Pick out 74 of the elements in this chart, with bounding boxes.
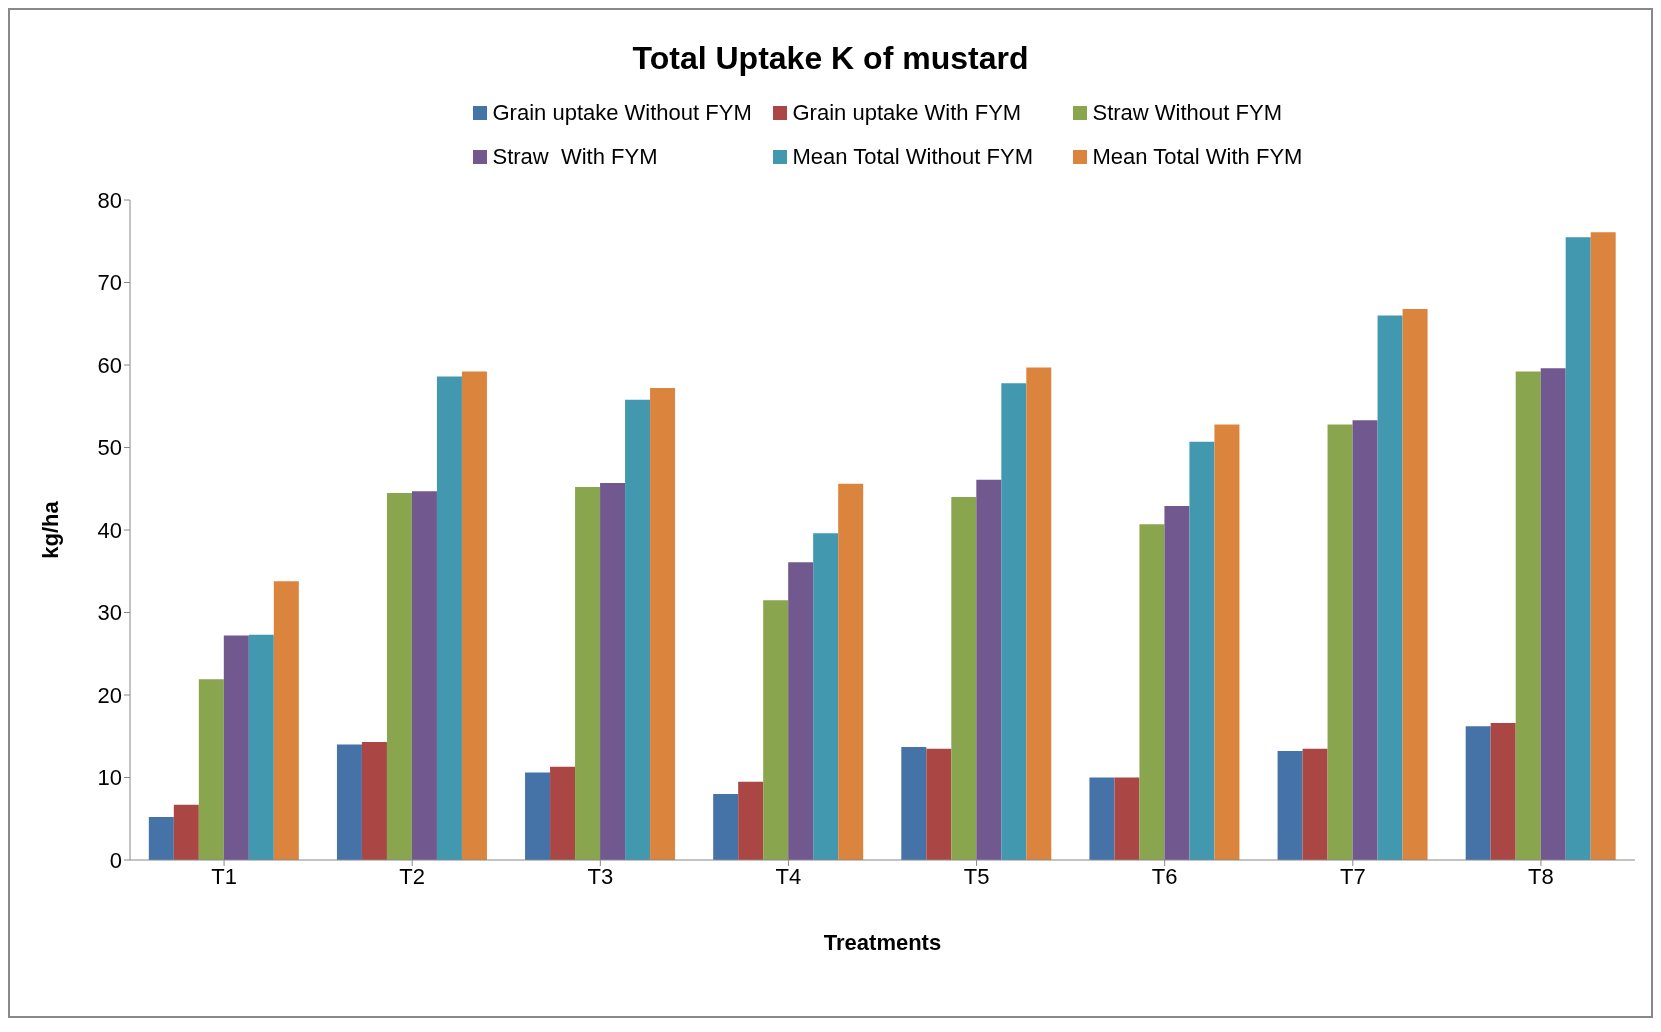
bar	[1302, 748, 1328, 860]
y-tick-label: 20	[97, 682, 122, 708]
x-tick-label: T6	[1151, 863, 1178, 889]
bar	[336, 744, 362, 860]
bar	[223, 635, 249, 860]
bar	[1352, 420, 1378, 860]
legend-label: Mean Total Without FYM	[791, 144, 1034, 170]
bar	[1377, 315, 1403, 860]
x-tick-label: T5	[963, 863, 990, 889]
bar	[1114, 777, 1140, 860]
x-tick-label: T7	[1339, 863, 1366, 889]
bar	[625, 399, 651, 860]
x-tick-label: T1	[211, 863, 237, 889]
legend-label: Grain uptake With FYM	[791, 100, 1023, 126]
chart-title: Total Uptake K of mustard	[631, 40, 1030, 78]
bar	[1089, 777, 1115, 860]
bar	[386, 492, 412, 860]
y-tick-label: 30	[97, 600, 122, 626]
bar	[926, 748, 952, 860]
bar	[1327, 424, 1353, 860]
bar	[901, 746, 927, 860]
bar	[148, 817, 174, 860]
bar	[1277, 751, 1303, 860]
bar	[788, 562, 814, 860]
bar	[600, 482, 626, 860]
bar	[1540, 368, 1566, 860]
y-tick-label: 50	[97, 435, 122, 461]
bar	[813, 533, 839, 860]
bar	[1402, 308, 1428, 860]
x-tick-label: T3	[587, 863, 614, 889]
bar	[1139, 524, 1165, 860]
legend-label: Straw Without FYM	[1091, 100, 1283, 126]
x-axis-title: Treatments	[823, 930, 942, 955]
bar	[738, 781, 764, 860]
bar	[461, 371, 487, 860]
bar	[1565, 237, 1591, 860]
bar	[713, 794, 739, 860]
y-tick-label: 80	[97, 187, 122, 213]
legend-label: Mean Total With FYM	[1091, 144, 1304, 170]
bar	[198, 679, 224, 860]
bar	[1490, 723, 1516, 860]
x-tick-label: T4	[775, 863, 802, 889]
y-tick-label: 0	[109, 847, 122, 873]
bar	[525, 772, 551, 860]
y-tick-label: 60	[97, 352, 122, 378]
bar	[1515, 371, 1541, 860]
bar	[1026, 367, 1052, 860]
bar	[173, 804, 199, 860]
bar	[411, 491, 437, 860]
y-tick-label: 40	[97, 517, 122, 543]
bar	[248, 634, 274, 860]
bar	[838, 483, 864, 860]
bar	[763, 600, 789, 860]
bar	[976, 479, 1002, 860]
bar	[1214, 424, 1240, 860]
bar	[361, 742, 387, 860]
bar	[1590, 232, 1616, 860]
y-tick-label: 10	[97, 765, 122, 791]
bar	[951, 497, 977, 860]
y-tick-label: 70	[97, 270, 122, 296]
bar	[273, 581, 299, 860]
y-axis-title: kg/ha	[37, 500, 63, 559]
x-tick-label: T8	[1528, 863, 1554, 889]
x-tick-label: T2	[399, 863, 426, 889]
legend-label: Straw With FYM	[491, 144, 659, 170]
bar	[436, 376, 462, 860]
bar	[1001, 383, 1027, 860]
bar	[1189, 441, 1215, 860]
bar	[575, 487, 601, 860]
legend-label: Grain uptake Without FYM	[491, 100, 753, 126]
bar	[1164, 506, 1190, 860]
bar	[1465, 726, 1491, 860]
bar	[550, 766, 576, 860]
bar	[650, 388, 676, 860]
